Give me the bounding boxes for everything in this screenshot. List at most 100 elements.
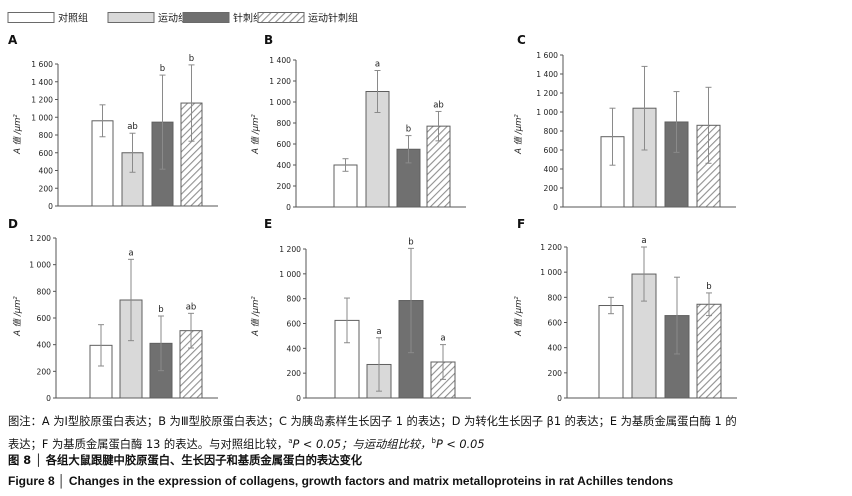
y-tick-label: 600 [548,319,563,328]
y-tick-label: 600 [37,314,52,323]
panel-F: F 0 200 400 600 800 1 000 1 200 A 值 /μm2 a b [513,217,737,403]
significance-mark: ab [127,122,138,132]
y-axis-label-main: A 值 /μm [12,300,23,337]
y-tick-label: 0 [296,394,301,403]
panel-C: C 0 200 400 600 800 1 000 1 200 1 400 1 600 A 值 /μ… [513,33,736,212]
legend-label-1: 对照组 [58,12,88,25]
caption-note-line2-b: P < 0.05；与运动组比较， [292,438,432,451]
panel-letter-D: D [8,217,18,231]
y-tick-label: 800 [277,119,292,128]
y-tick-label: 400 [39,167,54,176]
y-tick-label: 1 200 [536,89,558,98]
caption-note-line2: 表达；F 为基质金属蛋白酶 13 的表达。与对照组比较，aP < 0.05；与运… [8,431,485,455]
y-tick-label: 0 [557,394,562,403]
bar-1 [598,305,624,399]
y-tick-label: 1 400 [269,56,291,65]
y-tick-label: 800 [548,293,563,302]
y-axis-label: A 值 /μm2 [513,296,524,337]
y-tick-label: 1 400 [31,78,53,87]
y-tick-label: 200 [39,184,54,193]
y-axis-label-main: A 值 /μm [250,300,261,337]
significance-mark: a [128,248,133,258]
y-tick-label: 1 000 [269,98,291,107]
significance-mark: b [406,125,411,135]
y-tick-label: 200 [277,182,292,191]
y-tick-label: 800 [287,295,302,304]
legend-swatch-1 [7,12,55,23]
y-tick-label: 400 [548,344,563,353]
panel-letter-E: E [264,217,272,231]
y-tick-label: 600 [277,140,292,149]
y-tick-label: 1 400 [536,70,558,79]
y-tick-label: 1 600 [536,51,558,60]
y-tick-label: 1 000 [540,268,562,277]
figure-title-cn: 图 8 │ 各组大鼠跟腱中胶原蛋白、生长因子和基质金属蛋白的表达变化 [8,454,363,467]
y-tick-label: 1 600 [31,60,53,69]
y-tick-label: 1 000 [536,108,558,117]
significance-mark: a [641,236,646,246]
y-axis-label: A 值 /μm2 [250,296,261,337]
significance-mark: ab [433,100,444,110]
significance-mark: b [408,237,413,247]
legend-swatch-2 [107,12,155,23]
panel-letter-F: F [517,217,525,231]
y-axis-label-main: A 值 /μm [250,118,261,155]
y-tick-label: 800 [37,287,52,296]
significance-mark: ab [186,302,197,312]
caption-note-line1: 图注：A 为Ⅰ型胶原蛋白表达；B 为Ⅲ型胶原蛋白表达；C 为胰岛素样生长因子 1… [8,415,737,428]
y-tick-label: 1 000 [279,270,301,279]
y-axis-label: A 值 /μm2 [250,114,261,155]
significance-mark: a [376,327,381,337]
y-tick-label: 400 [277,161,292,170]
significance-mark: a [375,60,380,70]
y-axis-label-sup: 2 [514,296,520,300]
y-axis-label-main: A 值 /μm [513,300,524,337]
legend-swatch-4 [257,12,305,23]
y-tick-label: 600 [39,149,54,158]
figure-title-en: Figure 8 │ Changes in the expression of … [8,474,674,488]
y-tick-label: 1 200 [540,243,562,252]
y-axis-label: A 值 /μm2 [12,296,23,337]
y-tick-label: 1 200 [31,96,53,105]
y-tick-label: 400 [544,165,559,174]
y-tick-label: 0 [553,203,558,212]
y-axis-label-sup: 2 [514,114,520,118]
panel-letter-C: C [517,33,526,47]
y-axis-label: A 值 /μm2 [12,114,23,155]
y-tick-label: 800 [39,131,54,140]
y-tick-label: 200 [548,369,563,378]
legend-label-4: 运动针刺组 [308,12,358,25]
y-axis-label: A 值 /μm2 [513,114,524,155]
y-axis-label-main: A 值 /μm [513,118,524,155]
legend-label-3: 针刺组 [233,12,263,25]
significance-mark: b [706,282,711,292]
significance-mark: b [189,54,194,64]
legend-swatch-3 [182,12,230,23]
y-tick-label: 1 200 [29,234,51,243]
bar-4 [696,303,722,399]
y-tick-label: 600 [544,146,559,155]
y-tick-label: 200 [544,184,559,193]
y-tick-label: 1 000 [31,113,53,122]
y-tick-label: 1 200 [269,77,291,86]
y-axis-label-sup: 2 [13,296,19,300]
panel-letter-A: A [8,33,18,47]
y-axis-label-sup: 2 [13,114,19,118]
caption-note-line2-c: P < 0.05 [435,438,485,451]
significance-mark: b [158,305,163,315]
y-tick-label: 600 [287,320,302,329]
y-tick-label: 0 [48,202,53,211]
caption-sup-a: a [288,437,293,445]
y-axis-label-sup: 2 [251,114,257,118]
y-tick-label: 800 [544,127,559,136]
y-tick-label: 400 [287,344,302,353]
y-tick-label: 400 [37,341,52,350]
y-axis-label-main: A 值 /μm [12,118,23,155]
y-tick-label: 200 [37,367,52,376]
caption-note-line2-a: 表达；F 为基质金属蛋白酶 13 的表达。与对照组比较， [8,438,289,451]
significance-mark: a [440,334,445,344]
legend: 对照组 运动组 针刺组 运动针刺组 [7,12,358,25]
